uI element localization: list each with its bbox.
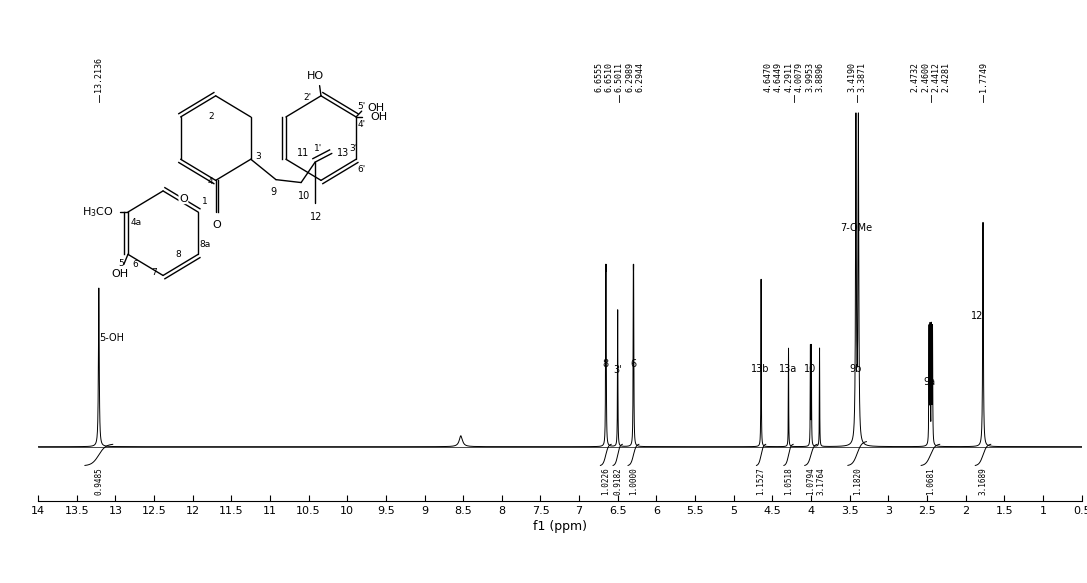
Text: 7-OMe: 7-OMe [840,223,872,233]
X-axis label: f1 (ppm): f1 (ppm) [533,521,587,533]
Text: 10: 10 [804,364,816,374]
Text: 10: 10 [298,191,310,201]
Text: 9: 9 [270,187,276,197]
Text: 1.0226: 1.0226 [601,467,610,495]
Text: O: O [179,194,188,203]
Text: 7: 7 [152,268,158,277]
Text: 3.1764: 3.1764 [816,467,825,495]
Text: 12: 12 [971,311,983,321]
Text: 13a: 13a [778,364,797,374]
Text: 3': 3' [613,365,622,375]
Text: O: O [213,220,222,230]
Text: 2: 2 [209,111,214,121]
Text: 13b: 13b [751,364,770,374]
Text: 8a: 8a [200,240,211,248]
Text: 2': 2' [303,93,311,102]
Text: 6: 6 [630,359,636,368]
Text: 8: 8 [175,250,180,259]
Text: OH: OH [367,103,385,113]
Text: 13.2136: 13.2136 [95,58,103,93]
Text: 3.4190
3.3871: 3.4190 3.3871 [848,62,866,93]
Text: 1.1820: 1.1820 [852,467,862,495]
Text: 3.1689: 3.1689 [978,467,987,495]
Text: 0.9182: 0.9182 [613,467,622,495]
Text: 1.0681: 1.0681 [926,467,935,495]
Text: 11: 11 [297,147,310,158]
Text: 1.1527: 1.1527 [757,467,765,495]
Text: 6.6555
6.6510
6.5011
6.2989
6.2944: 6.6555 6.6510 6.5011 6.2989 6.2944 [595,62,645,93]
Text: 1.0000: 1.0000 [629,467,638,495]
Text: 9a: 9a [924,377,936,387]
Text: 12: 12 [310,212,323,222]
Text: OH: OH [111,269,128,279]
Text: 8: 8 [602,359,609,368]
Text: 0.9485: 0.9485 [95,467,103,495]
Text: 13: 13 [337,149,350,159]
Text: 4': 4' [358,120,365,129]
Text: 1: 1 [202,197,208,206]
Text: 6: 6 [133,261,138,269]
Text: 2.4732
2.4600
2.4412
2.4281: 2.4732 2.4600 2.4412 2.4281 [911,62,951,93]
Text: 3': 3' [349,145,358,153]
Text: 1': 1' [314,144,323,153]
Text: H$_3$CO: H$_3$CO [83,205,114,219]
Text: 6': 6' [358,165,365,174]
Text: 1.7749: 1.7749 [978,62,987,93]
Text: 5: 5 [118,259,124,268]
Text: 4a: 4a [130,218,142,227]
Text: 4: 4 [208,177,213,187]
Text: 5-OH: 5-OH [99,333,124,343]
Text: HO: HO [307,71,324,81]
Text: 9b: 9b [850,364,862,374]
Text: 1.0794: 1.0794 [807,467,815,495]
Text: 4.6470
4.6449
4.2911
4.0079
3.9953
3.8896: 4.6470 4.6449 4.2911 4.0079 3.9953 3.889… [763,62,825,93]
Text: 5': 5' [358,102,365,111]
Text: 3: 3 [255,152,261,161]
Text: OH: OH [370,112,387,122]
Text: 1.0518: 1.0518 [784,467,794,495]
